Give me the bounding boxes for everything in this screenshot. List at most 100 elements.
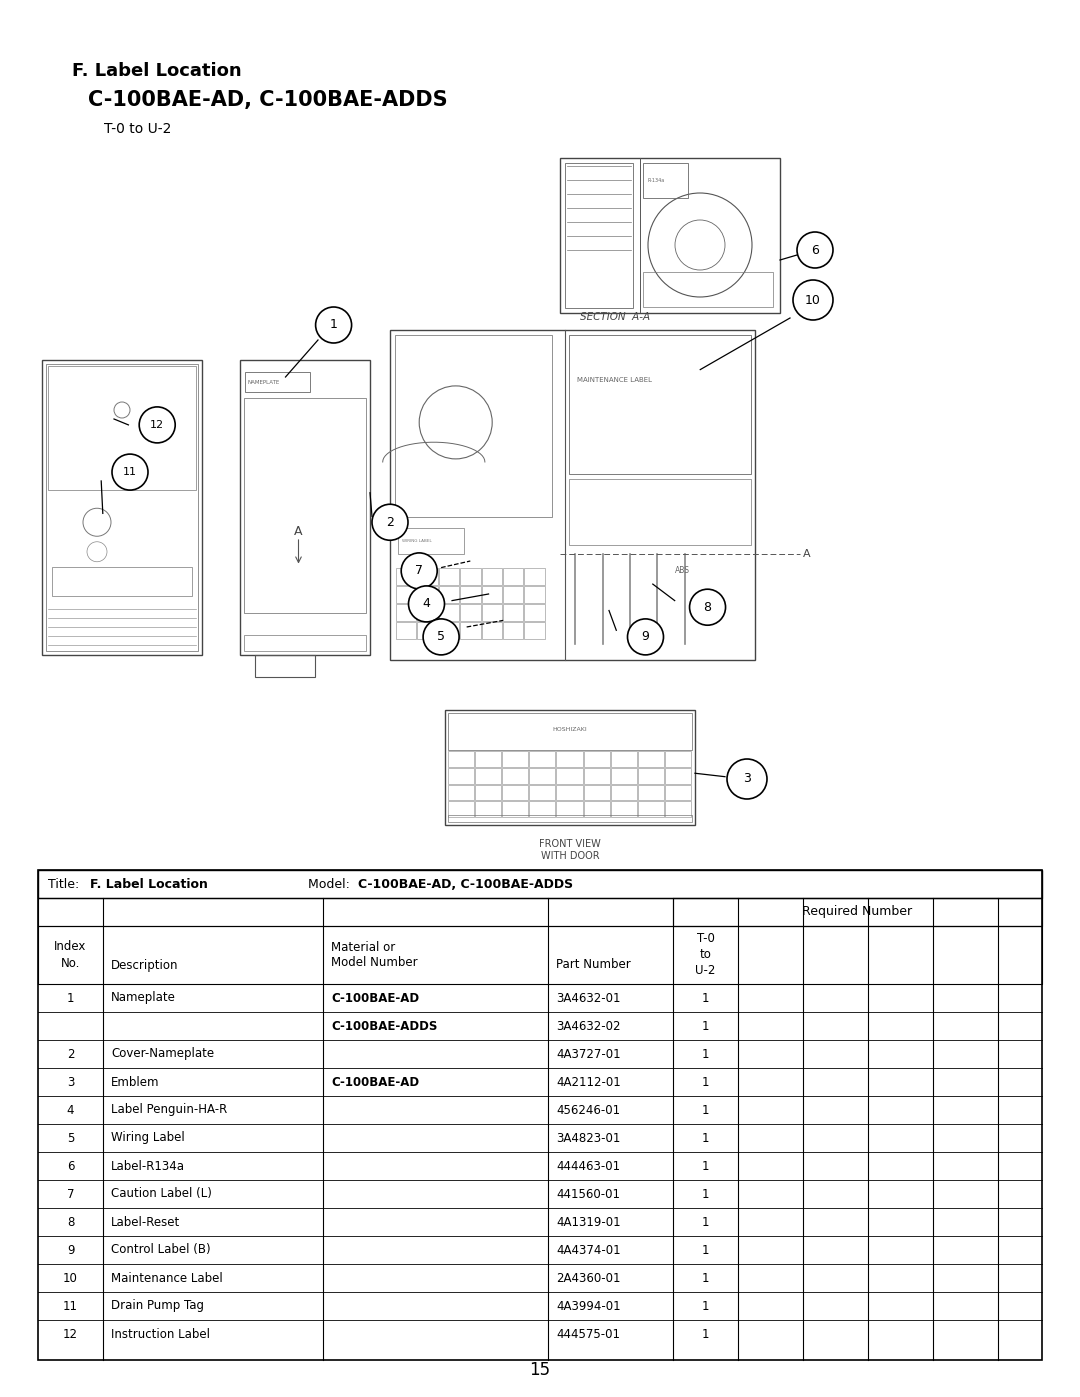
Bar (638, 752, 664, 767)
Bar (245, 372, 310, 393)
Bar (524, 567, 544, 585)
Bar (460, 585, 481, 604)
Bar (448, 814, 692, 821)
Text: 11: 11 (63, 1299, 78, 1313)
Bar (529, 785, 555, 800)
Text: 8: 8 (703, 601, 712, 613)
Text: Nameplate: Nameplate (111, 992, 176, 1004)
Bar (244, 636, 366, 651)
Text: C-100BAE-AD: C-100BAE-AD (330, 992, 419, 1004)
Bar (475, 802, 501, 817)
Bar (52, 567, 192, 597)
Bar (38, 926, 1042, 983)
Bar (583, 768, 610, 784)
Bar (665, 768, 691, 784)
Bar (445, 710, 696, 826)
Bar (396, 622, 417, 640)
Bar (448, 802, 474, 817)
Bar (240, 360, 370, 655)
Bar (502, 752, 528, 767)
Text: 10: 10 (805, 293, 821, 306)
Text: Required Number: Required Number (802, 905, 913, 918)
Text: 1: 1 (702, 1299, 710, 1313)
Bar (417, 604, 437, 622)
Text: 6: 6 (811, 243, 819, 257)
Text: Model:: Model: (308, 877, 354, 890)
Text: 4A3727-01: 4A3727-01 (556, 1048, 621, 1060)
Bar (503, 567, 524, 585)
Bar (673, 898, 1042, 926)
Bar (438, 585, 459, 604)
Text: F. Label Location: F. Label Location (90, 877, 207, 890)
Text: SECTION  A-A: SECTION A-A (580, 312, 650, 321)
Text: 456246-01: 456246-01 (556, 1104, 620, 1116)
Circle shape (112, 454, 148, 490)
Bar (524, 585, 544, 604)
Bar (502, 768, 528, 784)
Text: 2: 2 (386, 515, 394, 528)
Bar (610, 785, 637, 800)
Bar (417, 585, 437, 604)
Text: 5: 5 (67, 1132, 75, 1144)
Text: 444575-01: 444575-01 (556, 1327, 620, 1341)
Bar (460, 622, 481, 640)
Text: 1: 1 (702, 1243, 710, 1256)
Bar (396, 604, 417, 622)
Bar (438, 604, 459, 622)
Text: MAINTENANCE LABEL: MAINTENANCE LABEL (577, 377, 652, 383)
Text: T-0 to U-2: T-0 to U-2 (104, 122, 172, 136)
Text: 3: 3 (743, 773, 751, 785)
Text: 1: 1 (702, 1160, 710, 1172)
Text: 10: 10 (63, 1271, 78, 1284)
Circle shape (401, 553, 437, 590)
Bar (482, 604, 502, 622)
Text: Description: Description (111, 958, 178, 971)
Circle shape (627, 619, 663, 655)
Bar (460, 567, 481, 585)
Text: 3: 3 (67, 1076, 75, 1088)
Bar (502, 802, 528, 817)
Text: C-100BAE-AD, C-100BAE-ADDS: C-100BAE-AD, C-100BAE-ADDS (357, 877, 573, 890)
Text: WITH DOOR: WITH DOOR (541, 851, 599, 861)
Bar (396, 585, 417, 604)
Text: Label-Reset: Label-Reset (111, 1215, 180, 1228)
Bar (42, 360, 202, 655)
Circle shape (797, 232, 833, 268)
Bar (417, 622, 437, 640)
Bar (665, 752, 691, 767)
Bar (482, 567, 502, 585)
Text: Index
No.: Index No. (54, 940, 86, 970)
Text: 4A1319-01: 4A1319-01 (556, 1215, 621, 1228)
Text: FRONT VIEW: FRONT VIEW (539, 840, 600, 849)
Bar (524, 622, 544, 640)
Bar (503, 622, 524, 640)
Bar (38, 870, 1042, 898)
Text: 4A2112-01: 4A2112-01 (556, 1076, 621, 1088)
Text: WIRING LABEL: WIRING LABEL (402, 539, 432, 543)
Text: Instruction Label: Instruction Label (111, 1327, 210, 1341)
Bar (561, 158, 780, 313)
Bar (460, 604, 481, 622)
Text: 4: 4 (422, 598, 431, 610)
Text: Cover-Nameplate: Cover-Nameplate (111, 1048, 214, 1060)
Text: Maintenance Label: Maintenance Label (111, 1271, 222, 1284)
Text: Label-R134a: Label-R134a (111, 1160, 185, 1172)
Bar (610, 802, 637, 817)
Text: 1: 1 (702, 1132, 710, 1144)
Text: 11: 11 (123, 467, 137, 478)
Text: 1: 1 (702, 1271, 710, 1284)
Text: 4A3994-01: 4A3994-01 (556, 1299, 621, 1313)
Bar (638, 785, 664, 800)
Bar (475, 768, 501, 784)
Bar (38, 870, 1042, 1361)
Text: 1: 1 (329, 319, 338, 331)
Bar (448, 785, 474, 800)
Bar (399, 528, 463, 555)
Text: NAMEPLATE: NAMEPLATE (248, 380, 280, 384)
Text: 12: 12 (63, 1327, 78, 1341)
Bar (417, 567, 437, 585)
Text: 4: 4 (67, 1104, 75, 1116)
Circle shape (793, 279, 833, 320)
Bar (529, 802, 555, 817)
Text: Drain Pump Tag: Drain Pump Tag (111, 1299, 204, 1313)
